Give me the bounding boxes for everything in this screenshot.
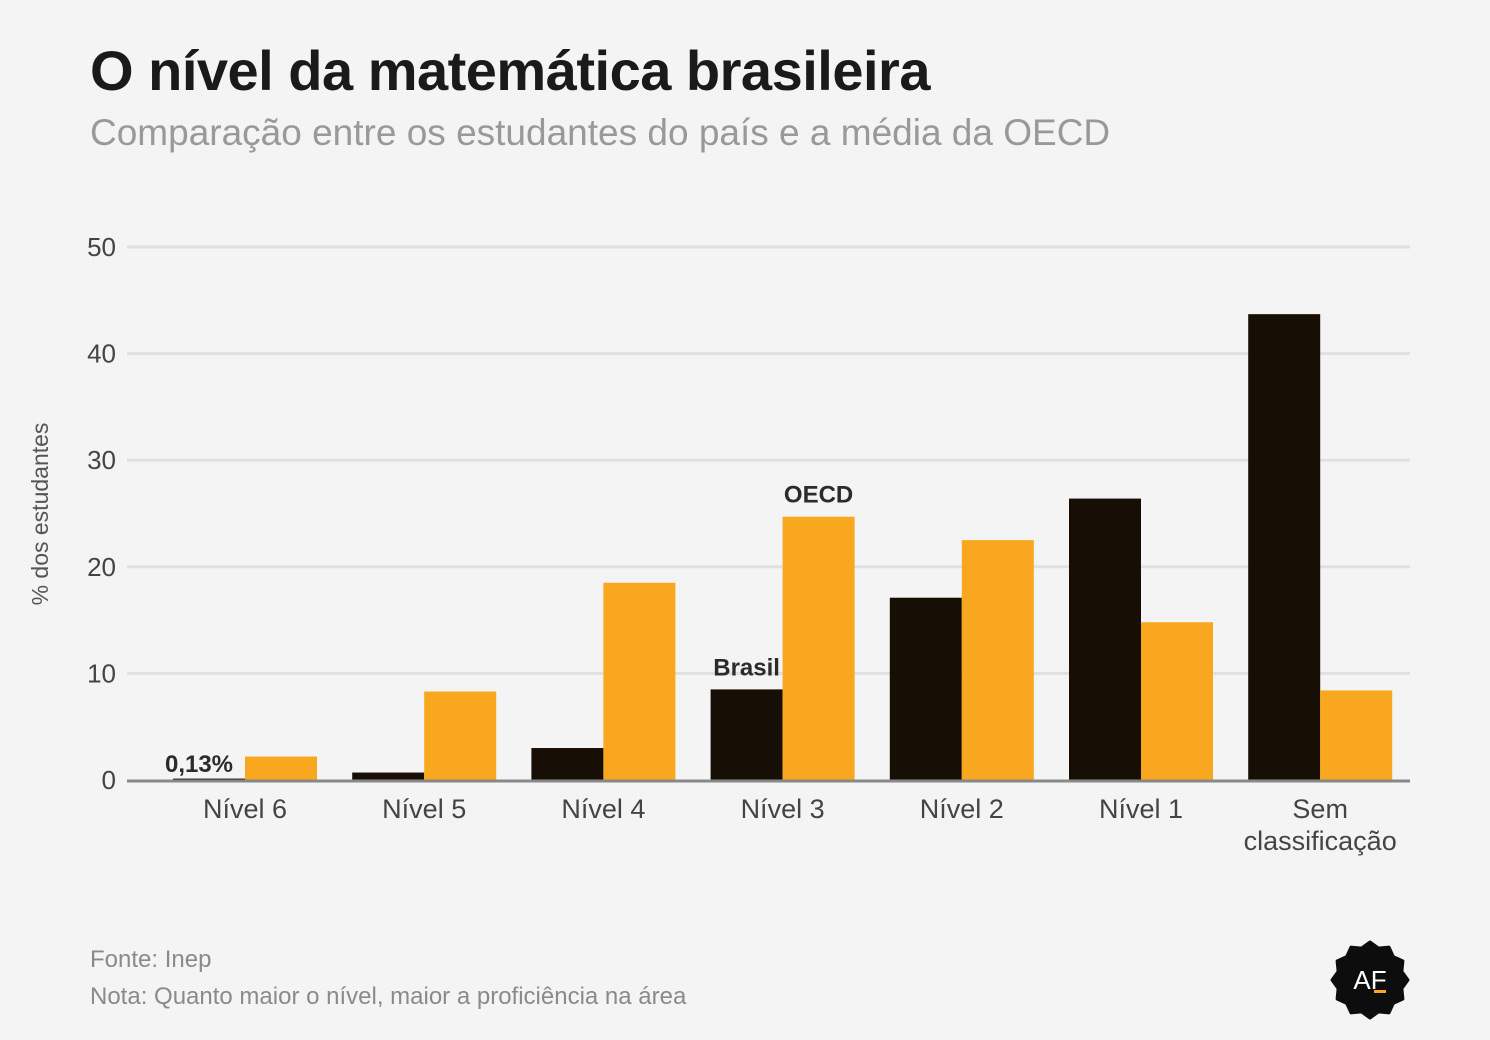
y-tick-label: 30 — [87, 445, 116, 475]
logo-badge-shape — [1330, 940, 1410, 1020]
x-tick-label: Nível 4 — [561, 794, 645, 824]
bar-oecd — [782, 516, 855, 780]
bar-chart: 0 10 20 30 40 50 % dos estudantes Nível 6 Nível … — [27, 232, 1410, 856]
data-annotation: Brasil — [713, 654, 780, 681]
chart-subtitle: Comparação entre os estudantes do país e… — [90, 112, 1111, 153]
logo-underline — [1374, 990, 1386, 993]
y-axis-label: % dos estudantes — [27, 423, 53, 606]
bar-oecd — [1320, 690, 1393, 780]
bar-brasil — [352, 772, 425, 780]
chart-title: O nível da matemática brasileira — [90, 39, 930, 102]
bar-oecd — [1141, 622, 1213, 780]
source-text: Fonte: Inep — [90, 946, 212, 973]
x-tick-label: Nível 2 — [920, 794, 1004, 824]
note-text: Nota: Quanto maior o nível, maior a prof… — [90, 983, 687, 1010]
y-tick-label: 40 — [87, 339, 116, 369]
x-tick-label: Nível 6 — [203, 794, 287, 824]
bar-brasil — [173, 778, 245, 780]
bar-brasil — [889, 597, 962, 780]
bar-oecd — [961, 540, 1034, 780]
bar-brasil — [531, 748, 604, 780]
y-tick-label: 50 — [87, 232, 116, 262]
y-tick-label: 0 — [102, 765, 116, 795]
y-tick-label: 20 — [87, 552, 116, 582]
y-tick-label: 10 — [87, 658, 116, 688]
bar-brasil — [1069, 498, 1141, 780]
bar-oecd — [603, 582, 676, 780]
bar-brasil — [1248, 314, 1321, 780]
bar-brasil — [710, 689, 783, 780]
x-tick-label: Nível 1 — [1099, 794, 1183, 824]
bar-oecd — [424, 691, 497, 780]
x-tick-label: Sem — [1292, 794, 1348, 824]
bar-oecd — [245, 756, 317, 780]
data-annotation: OECD — [784, 482, 853, 509]
af-logo: AF — [1330, 940, 1410, 1020]
x-tick-label: Nível 5 — [382, 794, 466, 824]
x-tick-label: Nível 3 — [741, 794, 825, 824]
x-tick-label: classificação — [1244, 826, 1397, 856]
logo-badge — [1330, 940, 1410, 1020]
data-annotation: 0,13% — [165, 751, 233, 778]
